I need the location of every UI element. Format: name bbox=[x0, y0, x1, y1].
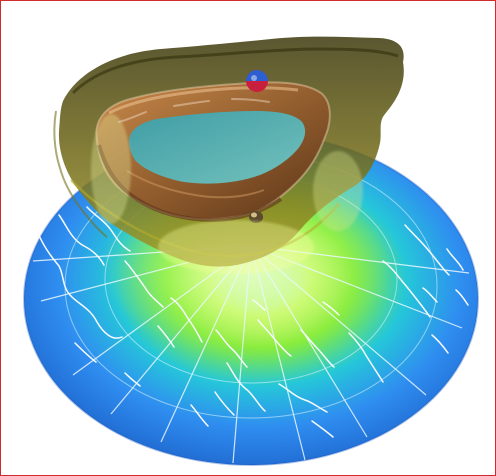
small-marker-icon bbox=[249, 211, 263, 223]
vortex-ring bbox=[95, 81, 331, 223]
coastlines bbox=[36, 206, 469, 438]
subtle-highlights bbox=[91, 114, 363, 274]
sphere-marker-icon bbox=[246, 70, 268, 92]
